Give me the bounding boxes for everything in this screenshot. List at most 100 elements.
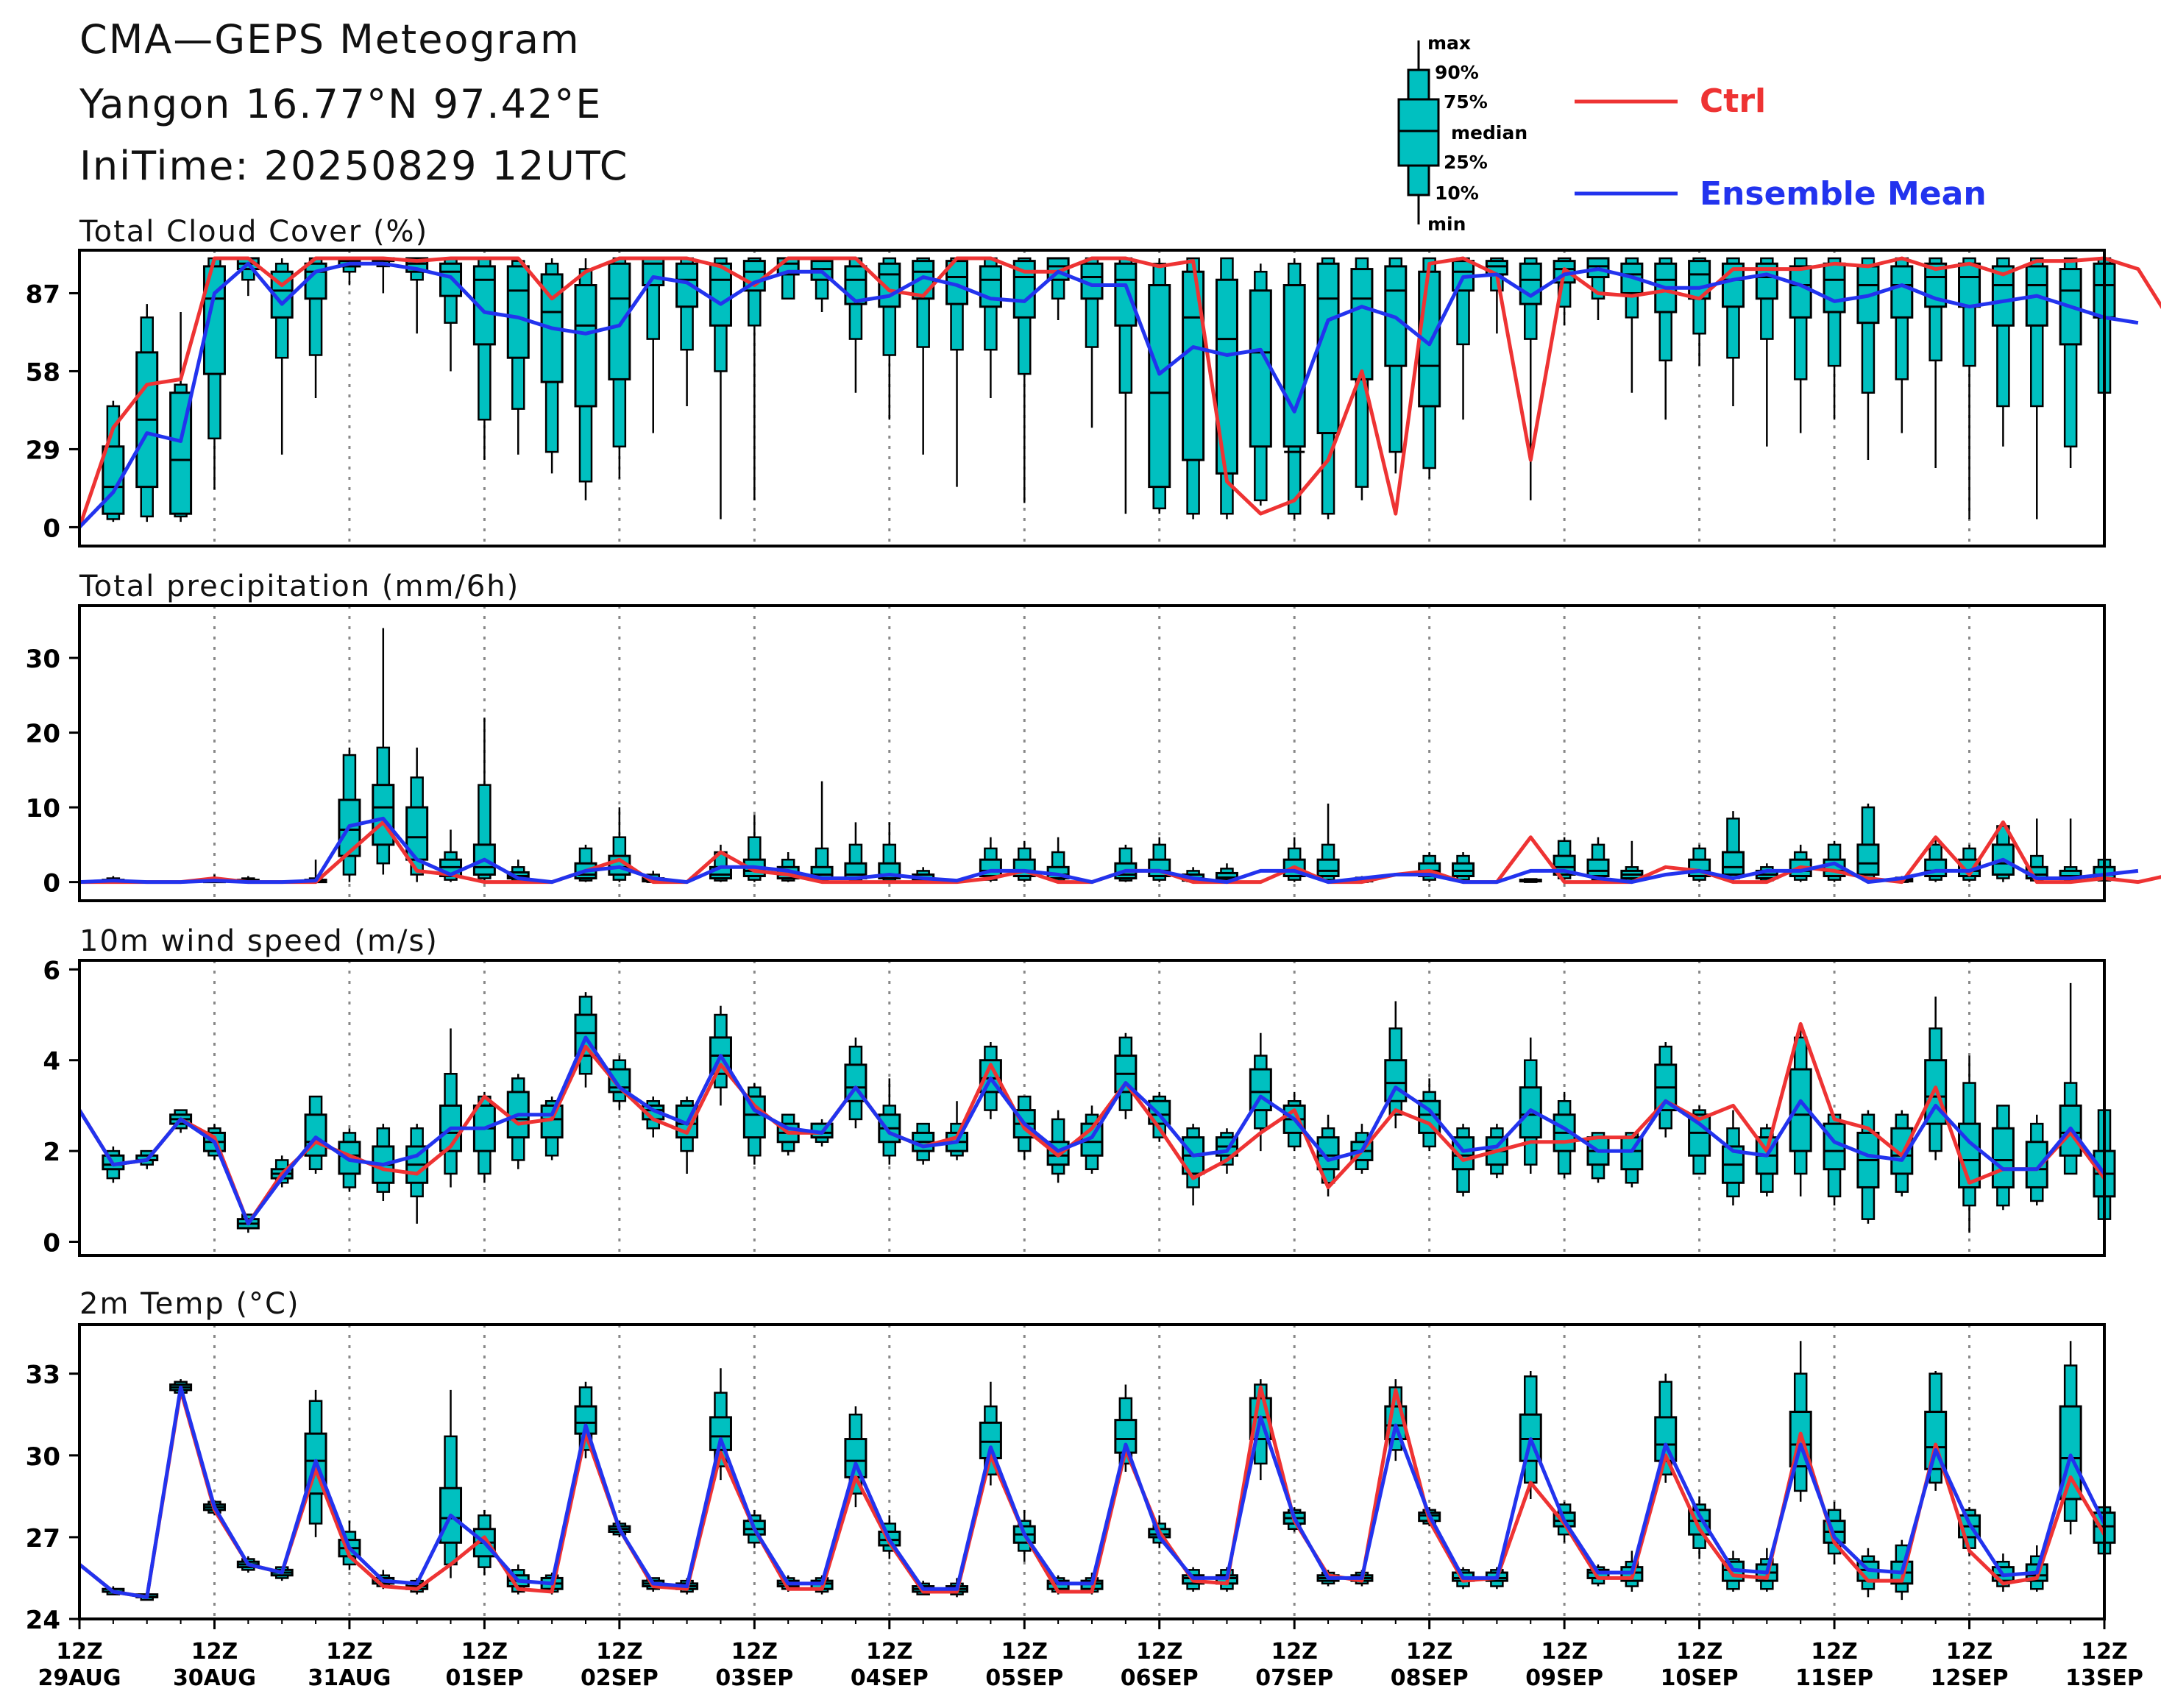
panel-title: Total precipitation (mm/6h): [79, 570, 519, 603]
box-whisker: [1114, 257, 1138, 514]
y-tick-label: 87: [26, 280, 60, 309]
legend-label-min: min: [1427, 213, 1466, 235]
x-tick-label-date: 10SEP: [1661, 1665, 1739, 1691]
box-inner: [439, 262, 463, 297]
box-whisker: [472, 257, 496, 461]
box-inner: [1721, 851, 1745, 876]
box-whisker: [1418, 1078, 1441, 1152]
box-inner: [405, 806, 429, 861]
box-whisker: [1856, 257, 1880, 461]
y-tick-label: 20: [26, 720, 60, 749]
box-whisker: [1182, 257, 1205, 520]
box-inner: [2059, 1104, 2082, 1157]
box-whisker: [1215, 863, 1238, 882]
box-whisker: [169, 312, 193, 522]
panel-frame: [78, 959, 2106, 1257]
y-tick-label: 33: [26, 1361, 60, 1390]
y-tick-label: 58: [26, 358, 60, 387]
box-inner: [844, 1438, 867, 1478]
box-inner: [642, 257, 665, 287]
box-whisker: [304, 257, 327, 398]
box-whisker: [709, 844, 732, 882]
x-tick-label-date: 08SEP: [1391, 1665, 1469, 1691]
box-inner: [1823, 262, 1846, 313]
box-inner: [1350, 268, 1374, 380]
box-whisker: [1991, 1105, 2015, 1211]
legend-label-p10: 10%: [1435, 183, 1479, 204]
box-whisker: [1519, 257, 1542, 500]
box-whisker: [709, 257, 732, 520]
y-tick-label: 30: [26, 645, 60, 674]
x-tick-label-time: 12Z: [1001, 1639, 1048, 1665]
mean-series: [77, 1035, 2107, 1226]
box-inner: [1586, 858, 1610, 877]
x-tick-label-date: 01SEP: [445, 1665, 523, 1691]
panel-title: 10m wind speed (m/s): [79, 924, 439, 958]
panel-3: 10m wind speed (m/s) 0 2 4 6: [43, 924, 2116, 1258]
box-whisker: [439, 1389, 463, 1578]
box-inner: [608, 262, 631, 380]
box-whisker: [1148, 837, 1171, 882]
box-whisker: [1249, 263, 1272, 506]
location-label: Yangon 16.77°N 97.42°E: [79, 81, 603, 127]
box-whisker: [1924, 257, 1948, 469]
box-whisker: [1586, 1132, 1610, 1183]
box-whisker: [810, 781, 834, 882]
x-tick-label-time: 12Z: [56, 1639, 103, 1665]
panel-frame: [78, 604, 2106, 902]
box-whisker: [1519, 1037, 1542, 1174]
x-tick-label-time: 12Z: [596, 1639, 643, 1665]
box-inner: [2025, 1141, 2048, 1188]
x-tick-label-time: 12Z: [326, 1639, 373, 1665]
x-tick-label-date: 29AUG: [38, 1665, 121, 1691]
box-whisker: [1316, 804, 1340, 882]
box-whisker: [405, 1124, 429, 1224]
box-whisker: [1282, 837, 1306, 882]
box-whisker: [1249, 1032, 1272, 1152]
x-tick-label-date: 13SEP: [2065, 1665, 2143, 1691]
box-whisker: [1519, 878, 1542, 883]
box-whisker: [1148, 258, 1171, 514]
box-inner: [1924, 1411, 1948, 1470]
box-whisker: [1789, 1341, 1812, 1502]
mean-series: [78, 261, 2139, 529]
box-whisker: [1452, 257, 1475, 420]
legend-label-median: median: [1451, 122, 1528, 143]
legend-label-p25: 25%: [1444, 152, 1488, 173]
x-tick-label-date: 04SEP: [851, 1665, 929, 1691]
mean-series: [79, 816, 2139, 885]
x-tick-label-date: 11SEP: [1795, 1665, 1873, 1691]
panel-title: Total Cloud Cover (%): [79, 215, 428, 249]
box-whisker: [945, 257, 969, 487]
box-whisker: [1856, 1110, 1880, 1224]
ctrl-series: [78, 1385, 2107, 1599]
box-whisker: [810, 257, 834, 313]
box-inner: [1991, 265, 2015, 327]
y-tick-label: 0: [43, 1228, 60, 1258]
x-tick-label-time: 12Z: [2081, 1639, 2128, 1665]
mean-series: [78, 1385, 2107, 1599]
x-tick-label-time: 12Z: [1406, 1639, 1453, 1665]
box-whisker: [1316, 1114, 1340, 1197]
box-whisker: [2059, 257, 2082, 469]
box-inner: [574, 284, 597, 408]
y-tick-label: 24: [26, 1606, 60, 1635]
box-whisker: [1452, 852, 1475, 882]
box-whisker: [1755, 1124, 1778, 1197]
x-tick-label-date: 31AUG: [308, 1665, 391, 1691]
x-tick-label-time: 12Z: [461, 1639, 508, 1665]
panel-frame: [78, 249, 2106, 548]
box-inner: [1991, 1127, 2015, 1188]
box-whisker: [979, 257, 1002, 398]
box-inner: [1215, 871, 1238, 882]
y-tick-label: 30: [26, 1442, 60, 1472]
box-inner: [1114, 262, 1138, 327]
box-inner: [1316, 858, 1340, 877]
box-whisker: [135, 304, 159, 522]
x-tick-label-time: 12Z: [1136, 1639, 1183, 1665]
box-whisker: [1924, 996, 1948, 1160]
box-whisker: [642, 257, 665, 433]
box-whisker: [506, 258, 530, 455]
box-whisker: [405, 747, 429, 882]
